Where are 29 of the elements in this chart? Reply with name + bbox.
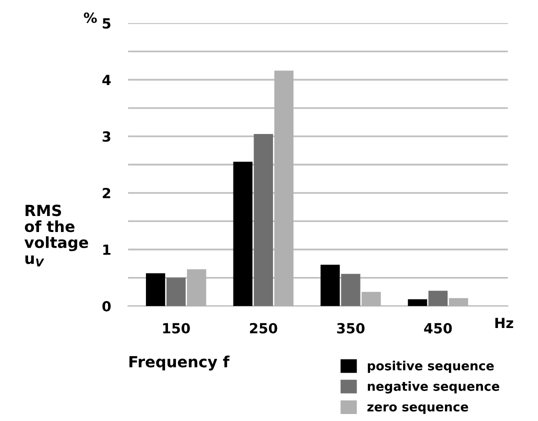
bar [408, 299, 428, 306]
y-tick-label: 2 [102, 188, 110, 198]
bar [166, 278, 186, 306]
bar [448, 298, 468, 306]
y-axis-title: RMS of the voltage u$_{V}$ [24, 204, 88, 266]
bar [186, 269, 206, 306]
bar [233, 162, 252, 306]
bar [362, 292, 381, 306]
x-tick-label: 250 [250, 322, 278, 334]
x-tick-label: 350 [337, 322, 365, 334]
bar [428, 290, 448, 306]
legend-label: negative sequence [368, 381, 500, 394]
bar [146, 273, 166, 306]
bar [254, 134, 273, 306]
legend-label: zero sequence [367, 404, 468, 414]
y-tick-label: 5 [102, 18, 110, 29]
bar [274, 70, 294, 306]
y-tick-label: 0 [102, 301, 111, 312]
y-tick-label: 4 [102, 74, 111, 86]
x-axis-title: Frequency f [129, 356, 230, 371]
bar [320, 264, 340, 306]
legend-label: positive sequence [368, 360, 494, 373]
bar [341, 274, 360, 306]
y-tick-label: 1 [103, 244, 110, 255]
x-tick-label: 450 [424, 322, 452, 334]
x-tick-label: 150 [163, 322, 190, 334]
y-tick-label: 3 [102, 131, 110, 142]
text: Hz [495, 318, 514, 328]
text: % [84, 12, 97, 23]
